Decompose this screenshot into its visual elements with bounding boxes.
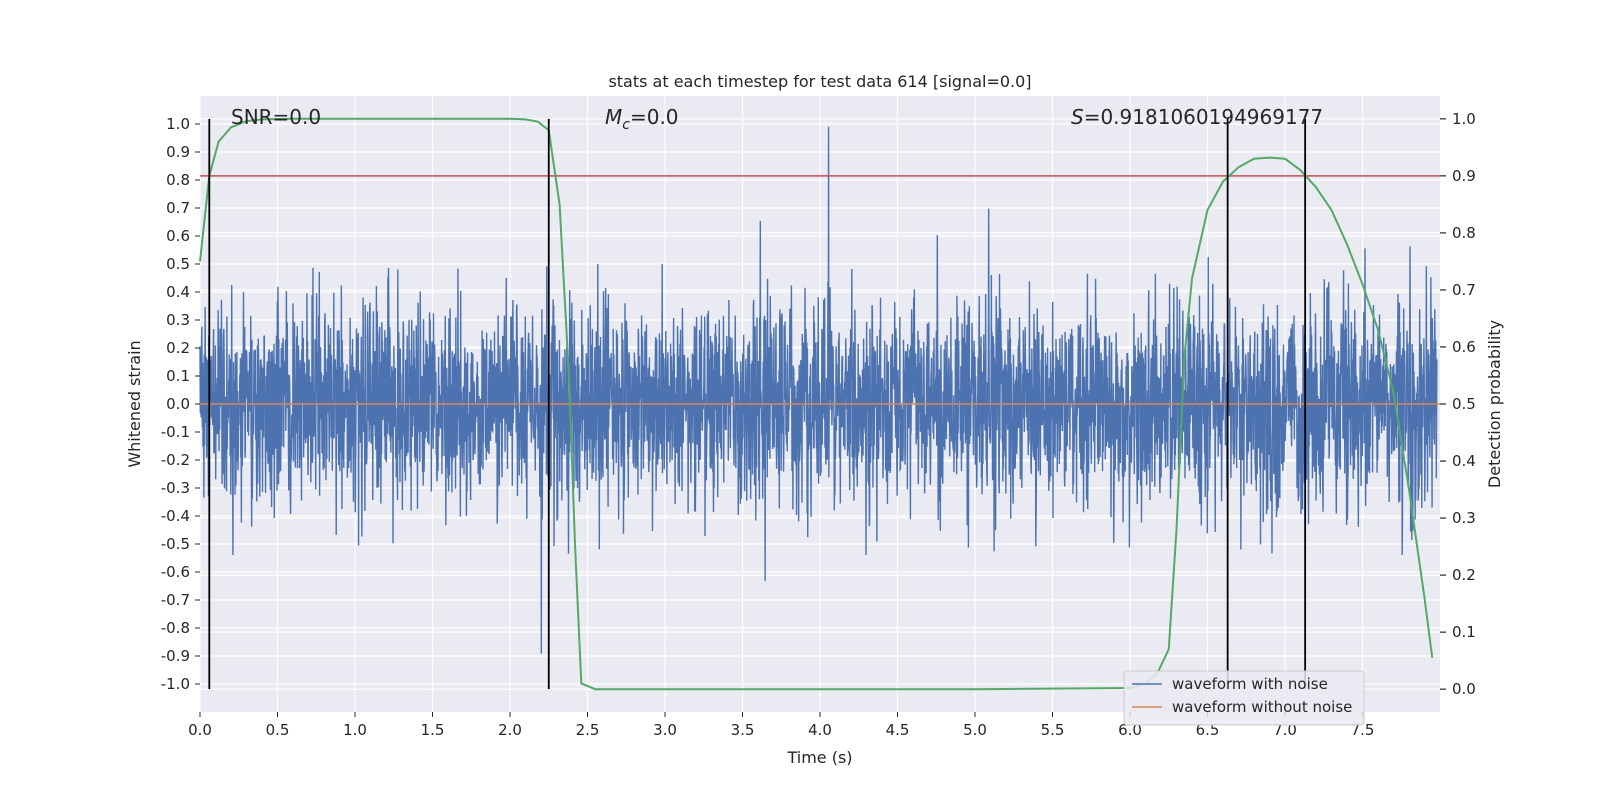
y-tick-label: -0.7 [161, 591, 190, 609]
y-tick-label: 0.5 [166, 255, 190, 273]
y-axis-label: Whitened strain [125, 340, 144, 467]
x-tick-label: 2.5 [576, 721, 600, 739]
chirp-mass-symbol: M [605, 105, 622, 129]
y2-tick-label: 0.7 [1452, 281, 1476, 299]
y-tick-label: 0.0 [166, 395, 190, 413]
x-tick-label: 5.5 [1041, 721, 1065, 739]
x-tick-label: 4.0 [808, 721, 832, 739]
y2-tick-label: 0.3 [1452, 509, 1476, 527]
x-tick-label: 5.0 [963, 721, 987, 739]
y-tick-label: 0.4 [166, 283, 190, 301]
y-tick-label: -0.4 [161, 507, 190, 525]
y2-tick-label: 1.0 [1452, 110, 1476, 128]
y2-tick-label: 0.6 [1452, 338, 1476, 356]
y2-tick-label: 0.9 [1452, 167, 1476, 185]
series-waveform-with-noise [199, 126, 1438, 654]
y2-tick-label: 0.1 [1452, 623, 1476, 641]
y-tick-label: 0.2 [166, 339, 190, 357]
chart-title: stats at each timestep for test data 614… [608, 72, 1031, 91]
y-tick-label: 0.6 [166, 227, 190, 245]
y-tick-label: -0.9 [161, 647, 190, 665]
vertical-markers [208, 118, 1307, 690]
y-tick-label: 0.9 [166, 143, 190, 161]
y2-tick-label: 0.0 [1452, 680, 1476, 698]
score-value: =0.9181060194969177 [1084, 105, 1323, 129]
y-tick-label: -0.3 [161, 479, 190, 497]
legend-box [1123, 670, 1365, 726]
y-tick-label: 0.8 [166, 171, 190, 189]
y-tick-label: 1.0 [166, 115, 190, 133]
x-tick-label: 0.0 [188, 721, 212, 739]
y-tick-label: -0.2 [161, 451, 190, 469]
score-symbol: S [1071, 105, 1084, 129]
x-tick-label: 3.0 [653, 721, 677, 739]
y-tick-label: -1.0 [161, 675, 190, 693]
chirp-mass-value: =0.0 [630, 105, 679, 129]
x-tick-label: 4.5 [886, 721, 910, 739]
legend-label-waveform-without-noise: waveform without noise [1172, 698, 1352, 716]
x-tick-label: 3.5 [731, 721, 755, 739]
score-annotation: S=0.9181060194969177 [1071, 105, 1323, 129]
legend: waveform with noise waveform without noi… [1123, 670, 1365, 726]
y-tick-label: -0.6 [161, 563, 190, 581]
chirp-mass-subscript: c [622, 117, 630, 133]
chirp-mass-annotation: Mc=0.0 [605, 105, 679, 133]
y-tick-label: -0.8 [161, 619, 190, 637]
y-tick-label: -0.1 [161, 423, 190, 441]
x-tick-label: 2.0 [498, 721, 522, 739]
y-axis-right: 1.0 0.9 0.8 0.7 0.6 0.5 0.4 0.3 0.2 0.1 0.0 [1440, 110, 1476, 698]
x-axis-label: Time (s) [786, 748, 852, 767]
y2-tick-label: 0.2 [1452, 566, 1476, 584]
y2-tick-label: 0.4 [1452, 452, 1476, 470]
y-tick-label: 0.7 [166, 199, 190, 217]
snr-annotation: SNR=0.0 [231, 105, 321, 129]
x-tick-label: 0.5 [266, 721, 290, 739]
y-axis-left: 1.0 0.9 0.8 0.7 0.6 0.5 0.4 0.3 0.2 0.1 0.0 -0.1 -0.… [161, 115, 200, 693]
x-tick-label: 1.0 [343, 721, 367, 739]
y-tick-label: 0.3 [166, 311, 190, 329]
y2-tick-label: 0.5 [1452, 395, 1476, 413]
legend-label-waveform-with-noise: waveform with noise [1172, 675, 1328, 693]
y2-tick-label: 0.8 [1452, 224, 1476, 242]
y2-axis-label: Detection probability [1485, 320, 1504, 488]
y-tick-label: 0.1 [166, 367, 190, 385]
x-tick-label: 1.5 [421, 721, 445, 739]
y-tick-label: -0.5 [161, 535, 190, 553]
